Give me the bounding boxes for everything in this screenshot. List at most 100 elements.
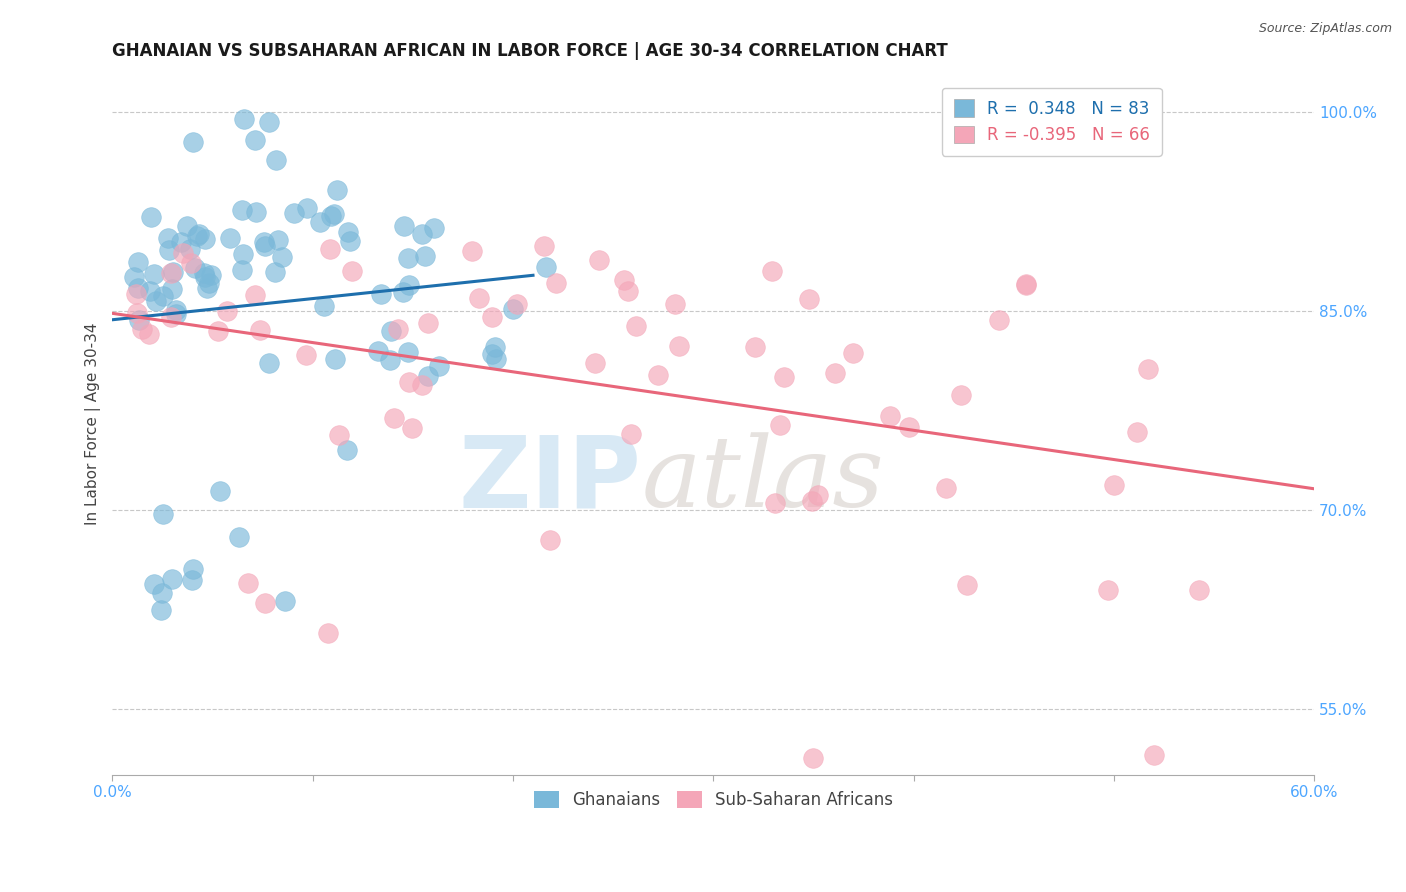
- Point: [157, 244, 180, 258]
- Point: [138, 284, 160, 298]
- Point: [127, 281, 149, 295]
- Point: [160, 266, 183, 280]
- Point: [181, 135, 204, 149]
- Point: [159, 310, 181, 325]
- Point: [803, 750, 825, 764]
- Point: [193, 266, 215, 280]
- Point: [842, 346, 865, 360]
- Point: [186, 228, 208, 243]
- Point: [538, 533, 561, 547]
- Point: [987, 313, 1010, 327]
- Point: [131, 322, 153, 336]
- Point: [370, 286, 392, 301]
- Point: [763, 496, 786, 510]
- Point: [398, 278, 420, 293]
- Point: [297, 201, 319, 215]
- Point: [461, 244, 484, 259]
- Point: [150, 603, 173, 617]
- Point: [546, 276, 568, 290]
- Point: [505, 297, 527, 311]
- Point: [620, 427, 643, 442]
- Point: [423, 220, 446, 235]
- Point: [339, 234, 361, 248]
- Point: [194, 232, 217, 246]
- Point: [647, 368, 669, 383]
- Point: [180, 256, 202, 270]
- Point: [207, 325, 229, 339]
- Point: [1137, 362, 1160, 376]
- Point: [165, 307, 187, 321]
- Point: [228, 530, 250, 544]
- Point: [429, 359, 451, 374]
- Point: [664, 296, 686, 310]
- Point: [231, 262, 253, 277]
- Point: [271, 250, 294, 264]
- Legend: Ghanaians, Sub-Saharan Africans: Ghanaians, Sub-Saharan Africans: [527, 784, 900, 815]
- Point: [195, 281, 218, 295]
- Point: [172, 246, 194, 260]
- Point: [295, 348, 318, 362]
- Point: [162, 265, 184, 279]
- Point: [396, 251, 419, 265]
- Point: [218, 230, 240, 244]
- Text: Source: ZipAtlas.com: Source: ZipAtlas.com: [1258, 22, 1392, 36]
- Point: [398, 375, 420, 389]
- Point: [583, 356, 606, 370]
- Point: [415, 249, 437, 263]
- Point: [169, 235, 191, 249]
- Point: [761, 264, 783, 278]
- Point: [254, 596, 277, 610]
- Point: [245, 204, 267, 219]
- Y-axis label: In Labor Force | Age 30-34: In Labor Force | Age 30-34: [86, 322, 101, 524]
- Point: [162, 282, 184, 296]
- Point: [143, 576, 166, 591]
- Point: [187, 227, 209, 241]
- Point: [197, 276, 219, 290]
- Point: [484, 340, 506, 354]
- Point: [1102, 477, 1125, 491]
- Point: [382, 410, 405, 425]
- Point: [181, 573, 204, 587]
- Point: [935, 481, 957, 495]
- Point: [145, 293, 167, 308]
- Point: [152, 289, 174, 303]
- Point: [283, 205, 305, 219]
- Point: [325, 352, 347, 367]
- Point: [176, 219, 198, 234]
- Point: [257, 356, 280, 370]
- Point: [253, 235, 276, 249]
- Point: [340, 264, 363, 278]
- Point: [162, 572, 184, 586]
- Point: [264, 153, 287, 167]
- Point: [152, 507, 174, 521]
- Point: [392, 285, 415, 300]
- Point: [209, 483, 232, 498]
- Point: [416, 368, 439, 383]
- Point: [1143, 747, 1166, 762]
- Point: [824, 366, 846, 380]
- Point: [387, 321, 409, 335]
- Point: [257, 115, 280, 129]
- Point: [481, 310, 503, 325]
- Point: [215, 303, 238, 318]
- Point: [142, 267, 165, 281]
- Point: [588, 252, 610, 267]
- Point: [312, 299, 335, 313]
- Point: [533, 239, 555, 253]
- Point: [152, 586, 174, 600]
- Point: [232, 247, 254, 261]
- Point: [800, 494, 823, 508]
- Point: [1015, 277, 1038, 292]
- Point: [396, 344, 419, 359]
- Point: [613, 272, 636, 286]
- Point: [773, 370, 796, 384]
- Point: [309, 215, 332, 229]
- Point: [380, 325, 402, 339]
- Point: [232, 112, 254, 126]
- Point: [138, 326, 160, 341]
- Point: [267, 234, 290, 248]
- Point: [336, 442, 359, 457]
- Point: [328, 428, 350, 442]
- Point: [1188, 582, 1211, 597]
- Point: [231, 203, 253, 218]
